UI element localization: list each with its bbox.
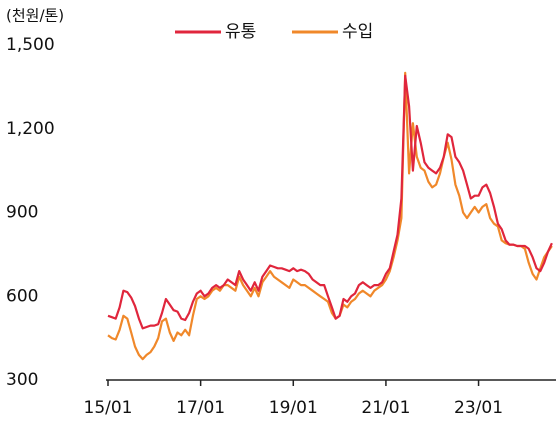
x-tick-label: 17/01 bbox=[176, 398, 225, 418]
y-axis-label: (천원/톤) bbox=[6, 7, 64, 25]
y-tick-label: 900 bbox=[6, 203, 38, 223]
x-tick-label: 21/01 bbox=[361, 398, 410, 418]
y-tick-label: 1,500 bbox=[6, 35, 55, 55]
y-tick-label: 300 bbox=[6, 370, 38, 390]
legend-label: 수입 bbox=[342, 22, 373, 42]
data-line bbox=[107, 71, 553, 361]
data-line bbox=[107, 74, 553, 330]
y-tick-label: 1,200 bbox=[6, 119, 55, 139]
y-tick-label: 600 bbox=[6, 286, 38, 306]
x-tick-label: 23/01 bbox=[454, 398, 503, 418]
x-tick-label: 15/01 bbox=[84, 398, 133, 418]
legend-label: 유통 bbox=[225, 22, 256, 42]
x-tick-label: 19/01 bbox=[269, 398, 318, 418]
